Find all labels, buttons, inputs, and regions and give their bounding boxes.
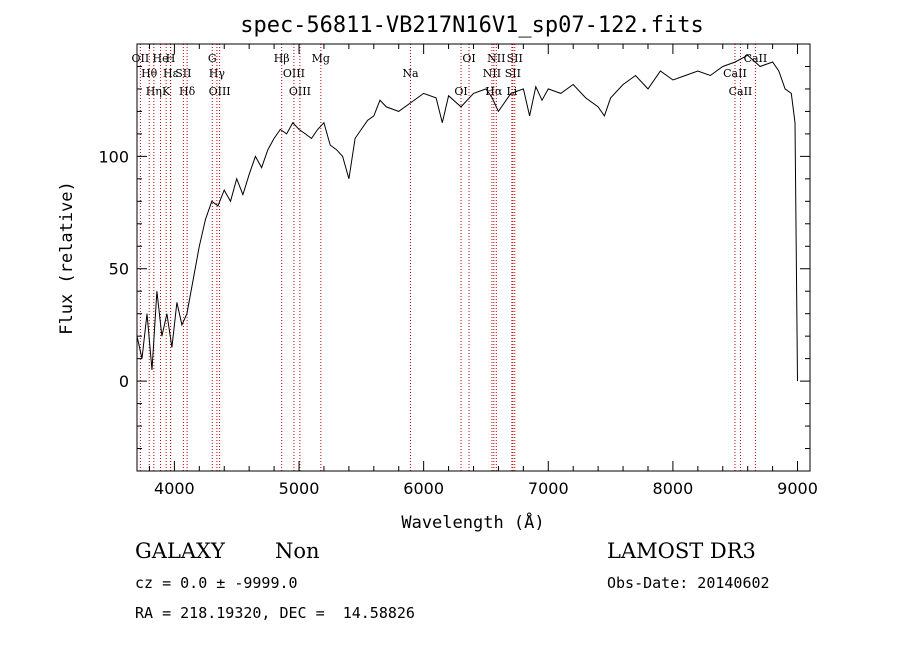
obs-date: Obs-Date: 20140602 (607, 574, 770, 592)
line-label: K (162, 85, 171, 98)
line-label: OII (132, 52, 150, 65)
line-label: Na (402, 67, 419, 80)
line-label: OI (454, 85, 467, 98)
line-label: Hγ (209, 67, 226, 80)
line-label: OIII (209, 85, 231, 98)
object-class: GALAXY (135, 539, 225, 563)
line-label: G (208, 52, 217, 65)
y-tick-label: 50 (109, 260, 129, 279)
ra-dec-coords: RA = 218.19320, DEC = 14.58826 (135, 604, 415, 622)
spectrum-line (136, 54, 798, 382)
x-tick-label: 4000 (154, 479, 195, 498)
line-label: H (166, 52, 176, 65)
y-tick-label: 100 (98, 147, 129, 166)
object-subclass: Non (275, 539, 320, 563)
line-label: NII (487, 52, 505, 65)
line-label: He (153, 52, 169, 65)
survey-name: LAMOST DR3 (607, 539, 756, 563)
line-label: Hε (163, 67, 179, 80)
line-label: OI (462, 52, 475, 65)
line-label: CaII (723, 67, 747, 80)
plot-frame (136, 43, 811, 472)
axis-ticks: 4000 5000 6000 7000 8000 9000 0 50 100 (98, 44, 818, 498)
line-label: SII (505, 67, 521, 80)
line-label: OIII (289, 85, 311, 98)
redshift-cz: cz = 0.0 ± -9999.0 (135, 574, 298, 592)
line-label: CaII (744, 52, 768, 65)
line-label: Hδ (179, 85, 196, 98)
x-axis-label: Wavelength (Å) (401, 511, 544, 533)
x-tick-label: 9000 (777, 479, 818, 498)
line-label: OIII (283, 67, 305, 80)
line-label: CaII (729, 85, 753, 98)
spectral-line-markers (139, 44, 756, 471)
x-tick-label: 6000 (403, 479, 444, 498)
spectral-line-labels: OII Hθ Hη He Hε K H SII Hδ G Hγ OIII Hβ OIII OIII Mg Na O… (132, 52, 768, 98)
line-label: Hη (146, 85, 162, 98)
chart-title: spec-56811-VB217N16V1_sp07-122.fits (240, 13, 704, 38)
line-label: Hθ (141, 67, 158, 80)
line-label: Hβ (274, 52, 290, 65)
line-label: Li (506, 85, 517, 98)
y-axis-label: Flux (relative) (57, 181, 77, 335)
line-label: SII (175, 67, 191, 80)
y-tick-label: 0 (119, 372, 129, 391)
x-tick-label: 5000 (279, 479, 320, 498)
x-tick-label: 8000 (653, 479, 694, 498)
line-label: NII (483, 67, 501, 80)
line-label: SII (507, 52, 523, 65)
line-label: Mg (312, 52, 330, 65)
x-tick-label: 7000 (528, 479, 569, 498)
